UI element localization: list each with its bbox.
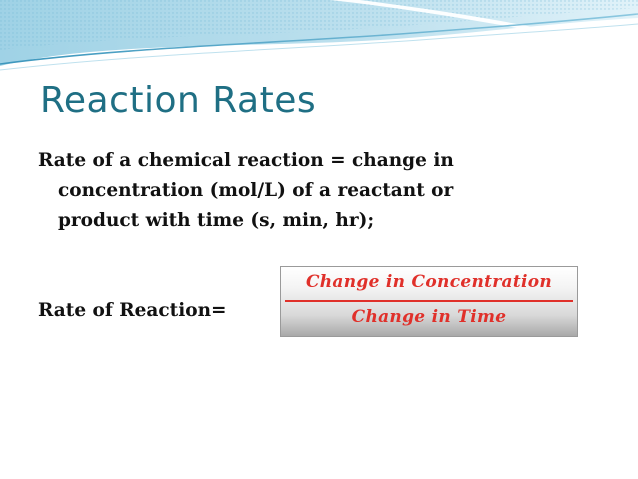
definition-line-2: concentration (mol/L) of a reactant or xyxy=(58,180,454,201)
formula-denominator: Change in Time xyxy=(351,307,507,327)
rate-of-reaction-label: Rate of Reaction= xyxy=(38,300,227,321)
fraction-bar xyxy=(285,300,573,302)
slide-title: Reaction Rates xyxy=(40,80,317,121)
definition-text: Rate of a chemical reaction = change in … xyxy=(38,146,598,236)
definition-line-1: Rate of a chemical reaction = change in xyxy=(38,150,454,171)
formula-numerator: Change in Concentration xyxy=(305,272,553,292)
rate-formula-box: Change in Concentration Change in Time xyxy=(280,266,578,337)
definition-line-3: product with time (s, min, hr); xyxy=(58,210,375,231)
